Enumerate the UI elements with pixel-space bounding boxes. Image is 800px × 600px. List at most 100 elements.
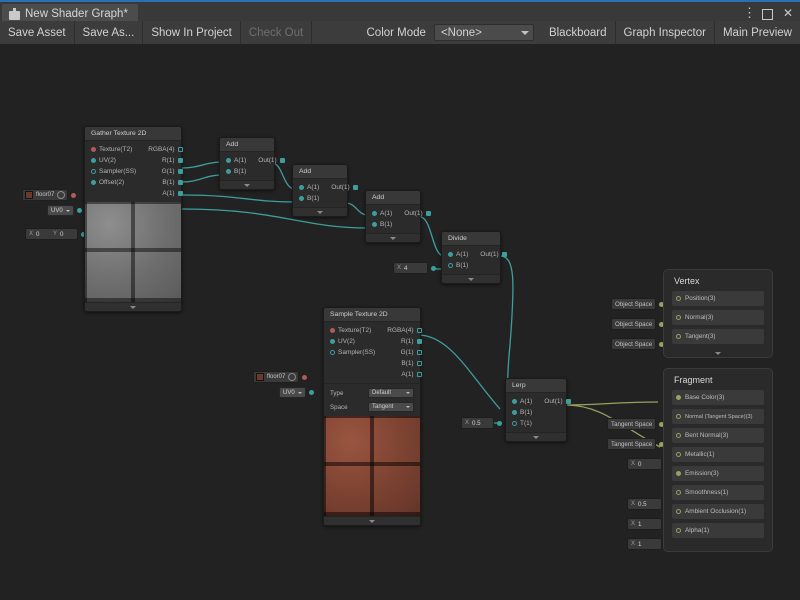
fragment-slot-metallic[interactable]: Metallic(1) xyxy=(672,447,764,462)
fragment-slot-smoothness[interactable]: Smoothness(1) xyxy=(672,485,764,500)
lerp-t-value[interactable]: 0.5 xyxy=(472,419,481,427)
gather-offset-fields[interactable]: X 0 Y 0 xyxy=(25,228,79,240)
port-b[interactable]: B(1) xyxy=(293,193,325,204)
lerp-t-widget-group[interactable]: X 0.5 xyxy=(461,417,503,429)
offset-x-value[interactable]: 0 xyxy=(36,230,40,238)
node-collapse-toggle[interactable] xyxy=(324,516,420,525)
node-add-2[interactable]: Add A(1) B(1) Out(1) xyxy=(292,164,358,217)
port-texture[interactable]: Texture(T2) xyxy=(85,144,138,155)
fragment-slot-alpha[interactable]: Alpha(1) xyxy=(672,523,764,538)
sample-texture-field[interactable]: floor07 xyxy=(253,371,300,383)
port-a[interactable]: A(1) xyxy=(156,188,188,199)
port-b[interactable]: B(1) xyxy=(506,407,538,418)
port-sampler[interactable]: Sampler(SS) xyxy=(85,166,142,177)
node-add-3[interactable]: Add A(1) B(1) Out(1) xyxy=(365,190,431,243)
alpha-value[interactable]: 1 xyxy=(638,540,642,548)
fragment-slot-bent-normal[interactable]: Bent Normal(3) xyxy=(672,428,764,443)
port-offset[interactable]: Offset(2) xyxy=(85,177,130,188)
main-preview-button[interactable]: Main Preview xyxy=(722,26,792,39)
vertex-normal-space-dropdown[interactable]: Object Space xyxy=(611,318,657,330)
divide-b-value[interactable]: 4 xyxy=(404,264,408,272)
chevron-down-icon[interactable] xyxy=(715,352,721,355)
gather-texture-field-group[interactable]: floor07 xyxy=(22,189,77,201)
node-collapse-toggle[interactable] xyxy=(442,274,500,283)
node-collapse-toggle[interactable] xyxy=(85,302,181,311)
ao-value[interactable]: 1 xyxy=(638,520,642,528)
port-b[interactable]: B(1) xyxy=(395,358,427,369)
graph-inspector-button[interactable]: Graph Inspector xyxy=(616,21,715,44)
save-asset-button[interactable]: Save Asset xyxy=(0,21,75,44)
port-b[interactable]: B(1) xyxy=(442,260,474,271)
port-out[interactable]: Out(1) xyxy=(398,208,436,219)
port-b[interactable]: B(1) xyxy=(220,166,252,177)
fragment-slot-normal[interactable]: Normal (Tangent Space)(3) xyxy=(672,409,764,424)
node-divide[interactable]: Divide A(1) B(1) Out(1) xyxy=(441,231,507,284)
node-collapse-toggle[interactable] xyxy=(506,432,566,441)
graph-canvas[interactable]: floor07 UV0 X 0 Y 0 Gather Texture 2D Te… xyxy=(0,45,800,600)
vertex-slot-tangent[interactable]: Tangent(3) xyxy=(672,329,764,344)
fragment-normal-space-group[interactable]: Tangent Space xyxy=(607,418,665,430)
fragment-bent-normal-space-group[interactable]: Tangent Space xyxy=(607,438,665,450)
object-picker-icon[interactable] xyxy=(57,191,66,199)
port-a[interactable]: A(1) xyxy=(442,249,474,260)
port-a[interactable]: A(1) xyxy=(366,208,398,219)
vertex-normal-space-group[interactable]: Object Space xyxy=(611,318,665,330)
port-a[interactable]: A(1) xyxy=(220,155,252,166)
type-dropdown[interactable]: Default xyxy=(368,388,414,398)
close-icon[interactable] xyxy=(783,6,796,21)
node-collapse-toggle[interactable] xyxy=(293,207,347,216)
blackboard-button[interactable]: Blackboard xyxy=(541,21,616,44)
port-a[interactable]: A(1) xyxy=(293,182,325,193)
port-rgba[interactable]: RGBA(4) xyxy=(142,144,188,155)
node-vertex-master[interactable]: Vertex Position(3) Normal(3) Tangent(3) xyxy=(663,269,773,358)
color-mode-dropdown[interactable]: <None> xyxy=(433,24,534,41)
show-in-project-button[interactable]: Show In Project xyxy=(143,21,241,44)
sample-uv-group[interactable]: UV0 xyxy=(279,387,314,398)
gather-uv-dropdown[interactable]: UV0 xyxy=(47,205,74,216)
port-r[interactable]: R(1) xyxy=(156,155,189,166)
maximize-icon[interactable] xyxy=(761,7,774,20)
smoothness-value[interactable]: 0.5 xyxy=(638,500,647,508)
port-t[interactable]: T(1) xyxy=(506,418,538,429)
port-out[interactable]: Out(1) xyxy=(474,249,512,260)
vertex-position-space-dropdown[interactable]: Object Space xyxy=(611,298,657,310)
vertex-tangent-space-dropdown[interactable]: Object Space xyxy=(611,338,657,350)
fragment-smoothness-field[interactable]: X 0.5 xyxy=(627,498,663,510)
port-a[interactable]: A(1) xyxy=(506,396,538,407)
fragment-slot-base-color[interactable]: Base Color(3) xyxy=(672,390,764,405)
port-a[interactable]: A(1) xyxy=(395,369,427,380)
fragment-slot-emission[interactable]: Emission(3) xyxy=(672,466,764,481)
divide-b-field[interactable]: X 4 xyxy=(393,262,429,274)
node-lerp[interactable]: Lerp A(1) B(1) T(1) Out(1) xyxy=(505,378,571,442)
port-g[interactable]: G(1) xyxy=(395,347,428,358)
save-as-button[interactable]: Save As... xyxy=(75,21,144,44)
lerp-t-field[interactable]: X 0.5 xyxy=(461,417,495,429)
fragment-alpha-field[interactable]: X 1 xyxy=(627,538,663,550)
port-g[interactable]: G(1) xyxy=(156,166,189,177)
metallic-value[interactable]: 0 xyxy=(638,460,642,468)
port-b[interactable]: B(1) xyxy=(366,219,398,230)
space-dropdown[interactable]: Tangent xyxy=(368,402,414,412)
gather-uv-group[interactable]: UV0 xyxy=(47,205,82,216)
port-rgba[interactable]: RGBA(4) xyxy=(381,325,427,336)
fragment-metallic-field[interactable]: X 0 xyxy=(627,458,663,470)
node-sample-texture-2d[interactable]: Sample Texture 2D Texture(T2) UV(2) Samp… xyxy=(323,307,422,526)
fragment-ao-field[interactable]: X 1 xyxy=(627,518,663,530)
fragment-slot-ambient-occlusion[interactable]: Ambient Occlusion(1) xyxy=(672,504,764,519)
node-gather-texture-2d[interactable]: Gather Texture 2D Texture(T2) UV(2) Samp… xyxy=(84,126,183,312)
divide-b-widget-group[interactable]: X 4 xyxy=(393,262,437,274)
node-fragment-master[interactable]: Fragment Base Color(3) Normal (Tangent S… xyxy=(663,368,773,552)
fragment-normal-space-dropdown[interactable]: Tangent Space xyxy=(607,418,657,430)
vertex-slot-position[interactable]: Position(3) xyxy=(672,291,764,306)
vertex-tangent-space-group[interactable]: Object Space xyxy=(611,338,665,350)
port-uv[interactable]: UV(2) xyxy=(85,155,122,166)
node-collapse-toggle[interactable] xyxy=(220,180,274,189)
document-tab[interactable]: New Shader Graph* xyxy=(2,4,138,23)
sample-uv-dropdown[interactable]: UV0 xyxy=(279,387,306,398)
port-out[interactable]: Out(1) xyxy=(325,182,363,193)
object-picker-icon[interactable] xyxy=(288,373,297,381)
gather-texture-field[interactable]: floor07 xyxy=(22,189,69,201)
gather-offset-group[interactable]: X 0 Y 0 xyxy=(25,228,87,240)
fragment-bent-normal-space-dropdown[interactable]: Tangent Space xyxy=(607,438,657,450)
port-r[interactable]: R(1) xyxy=(395,336,428,347)
